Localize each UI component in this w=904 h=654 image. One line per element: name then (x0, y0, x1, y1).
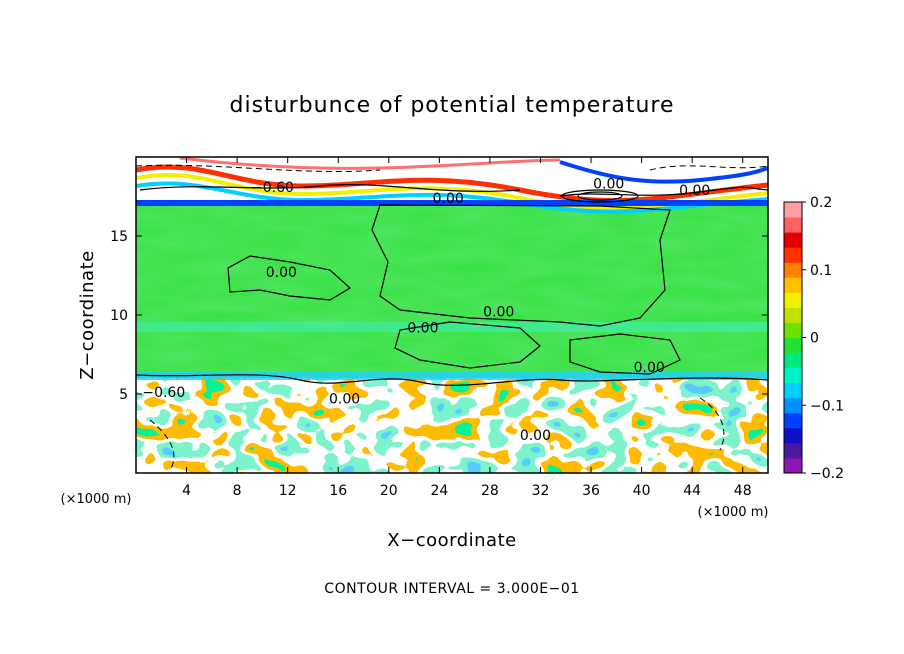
contour-label: 0.00 (407, 320, 438, 336)
x-tick-label: 40 (633, 483, 651, 499)
colorbar-swatch (784, 382, 802, 399)
colorbar-tick-label: 0.1 (810, 263, 832, 279)
z-axis-label: Z−coordinate (77, 250, 98, 379)
colorbar-ticks: 0.2 0.1 0 −0.1 −0.2 (802, 195, 844, 482)
x-tick-label: 12 (279, 483, 297, 499)
colorbar-swatch (784, 232, 802, 248)
contour-label: −0.60 (142, 385, 185, 401)
contour-label: 0.00 (433, 191, 464, 207)
x-tick-label: 4 (182, 483, 191, 499)
contour-label: −0.60 (251, 180, 294, 196)
z-tick-label: 5 (119, 387, 128, 403)
colorbar-tick-label: −0.1 (810, 398, 844, 414)
x-tick-label: 32 (532, 483, 550, 499)
x-tick-label: 24 (430, 483, 448, 499)
contour-label: 0.00 (520, 428, 551, 444)
chart-title: disturbunce of potential temperature (230, 93, 675, 118)
colorbar-swatch (784, 292, 802, 308)
x-unit-right: (×1000 m) (698, 505, 769, 520)
contour-label: 0.00 (593, 177, 624, 193)
contour-interval: CONTOUR INTERVAL = 3.000E−01 (324, 581, 579, 597)
colorbar-swatch (784, 367, 802, 384)
lower-convective-layer (136, 378, 768, 473)
z-tick-label: 15 (110, 229, 128, 245)
colorbar-swatch (784, 442, 802, 459)
contour-label: 0.00 (483, 305, 514, 321)
x-tick-label: 20 (380, 483, 398, 499)
colorbar-swatch (784, 202, 802, 218)
upper-stratified-layer (136, 157, 768, 214)
x-tick-label: 36 (582, 483, 600, 499)
z-tick-label: 10 (110, 308, 128, 324)
colorbar-swatch (784, 457, 802, 474)
colorbar-swatch (784, 277, 802, 293)
x-axis-ticks: 4 8 12 16 20 24 28 32 36 40 44 48 (182, 157, 752, 499)
contour-lines (136, 184, 768, 386)
colorbar-swatch (784, 217, 802, 233)
colorbar-swatch (784, 337, 802, 354)
colorbar-swatch (784, 262, 802, 278)
contour-label: 0.00 (634, 360, 665, 376)
colorbar-swatch (784, 397, 802, 414)
x-axis-label: X−coordinate (387, 530, 516, 551)
colorbar-swatch (784, 427, 802, 444)
z-axis-ticks: 5 10 15 (110, 229, 768, 403)
lower-boundary-band (136, 372, 768, 380)
mid-level-cyan-band (136, 322, 768, 332)
contour-label: 0.00 (679, 183, 710, 199)
negative-contours (136, 164, 768, 471)
x-tick-label: 48 (734, 483, 752, 499)
x-tick-label: 16 (329, 483, 347, 499)
colorbar-tick-label: 0.2 (810, 195, 832, 211)
colorbar-swatch (784, 352, 802, 369)
colorbar (783, 201, 803, 474)
colorbar-swatch (784, 322, 802, 338)
x-tick-label: 28 (481, 483, 499, 499)
colorbar-swatch (784, 247, 802, 263)
colorbar-tick-label: 0 (810, 331, 819, 347)
contour-label: 0.00 (329, 391, 360, 407)
colorbar-swatch (784, 412, 802, 429)
colorbar-tick-label: −0.2 (810, 466, 844, 482)
x-tick-label: 44 (683, 483, 701, 499)
x-unit-left: (×1000 m) (61, 492, 132, 507)
contour-label: 0.00 (266, 265, 297, 281)
colorbar-swatch (784, 307, 802, 323)
contour-labels: −0.60 0.00 0.00 0.00 0.00 0.00 0.00 0.00 −0.60 0.… (142, 177, 710, 444)
plot-area: −0.60 0.00 0.00 0.00 0.00 0.00 0.00 0.00 −0.60 0.… (136, 157, 768, 473)
x-tick-label: 8 (233, 483, 242, 499)
